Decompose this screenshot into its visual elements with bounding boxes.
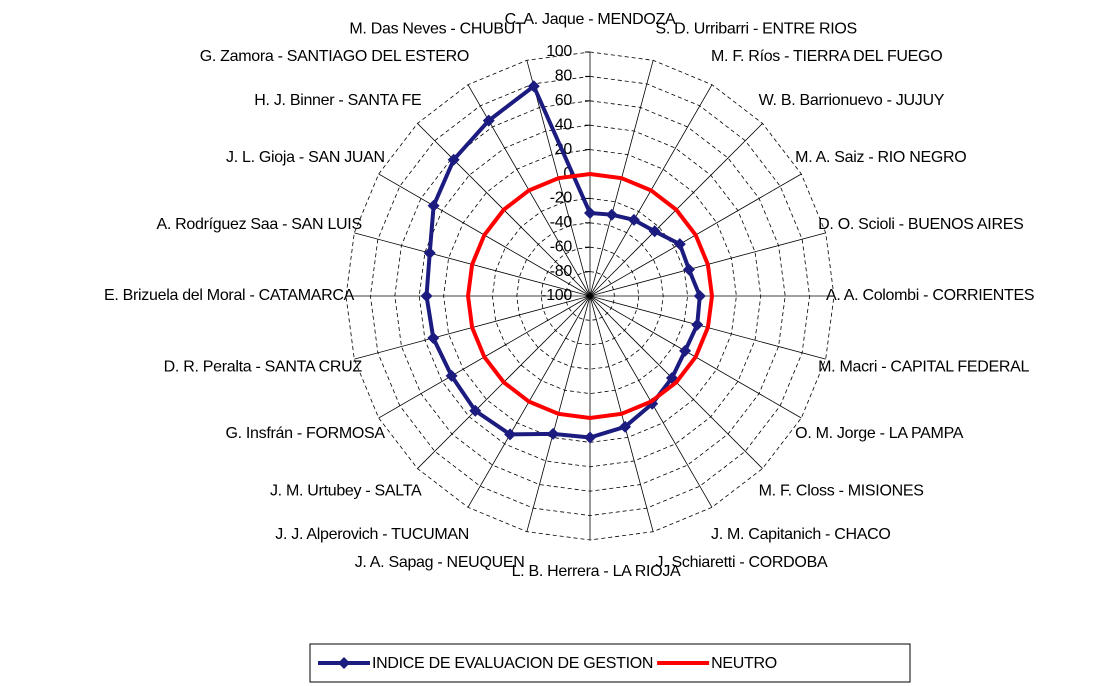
marker: [427, 331, 440, 344]
axis-tick-label: -100: [541, 287, 572, 304]
legend-label: INDICE DE EVALUACION DE GESTION: [372, 655, 653, 672]
marker: [619, 420, 632, 433]
category-label: J. M. Urtubey - SALTA: [270, 482, 422, 499]
marker: [584, 431, 596, 444]
axis-tick-label: 40: [555, 116, 573, 133]
marker: [504, 428, 517, 441]
category-label: A. Rodríguez Saa - SAN LUIS: [156, 216, 361, 233]
category-label: J. M. Capitanich - CHACO: [711, 526, 891, 543]
axis-tick-label: 60: [555, 92, 573, 109]
marker: [691, 318, 704, 331]
marker: [693, 290, 706, 302]
category-label: J. J. Alperovich - TUCUMAN: [275, 526, 469, 543]
legend-label: NEUTRO: [711, 655, 777, 672]
marker: [482, 114, 495, 127]
category-label: C. A. Jaque - MENDOZA: [505, 11, 676, 28]
series-line: [465, 171, 715, 421]
category-label: J. A. Sapag - NEUQUEN: [355, 554, 525, 571]
category-label: M. A. Saiz - RIO NEGRO: [795, 149, 966, 166]
category-label: H. J. Binner - SANTA FE: [254, 92, 421, 109]
marker: [648, 225, 661, 238]
marker: [445, 369, 458, 382]
marker: [605, 208, 618, 221]
category-label: D. R. Peralta - SANTA CRUZ: [164, 359, 363, 376]
category-label: E. Brizuela del Moral - CATAMARCA: [104, 287, 355, 304]
marker: [679, 344, 692, 357]
marker: [547, 427, 560, 440]
marker: [627, 213, 640, 226]
category-label: L. B. Herrera - LA RIOJA: [512, 563, 681, 580]
category-label: J. L. Gioja - SAN JUAN: [226, 149, 385, 166]
marker: [423, 247, 436, 260]
axis-tick-label: -20: [550, 190, 573, 207]
marker: [469, 404, 482, 417]
marker: [682, 263, 695, 276]
marker: [420, 290, 433, 302]
category-label: O. M. Jorge - LA PAMPA: [795, 425, 964, 442]
axis-tick-label: 0: [563, 165, 572, 182]
category-label: G. Insfrán - FORMOSA: [225, 425, 385, 442]
marker: [427, 199, 440, 212]
category-label: D. O. Scioli - BUENOS AIRES: [818, 216, 1023, 233]
category-label: A. A. Colombi - CORRIENTES: [826, 287, 1034, 304]
marker: [673, 238, 686, 251]
axis-tick-label: -80: [550, 263, 573, 280]
category-label: M. Das Neves - CHUBUT: [349, 21, 525, 38]
marker: [584, 207, 596, 220]
marker: [527, 80, 540, 93]
category-label: M. F. Closs - MISIONES: [759, 482, 924, 499]
axis-tick-label: 80: [555, 68, 573, 85]
category-label: M. F. Ríos - TIERRA DEL FUEGO: [711, 48, 942, 65]
axis-tick-label: -40: [550, 214, 573, 231]
axis-tick-label: 100: [546, 43, 572, 60]
category-label: J. Schiaretti - CORDOBA: [656, 554, 828, 571]
legend-marker: [338, 657, 350, 669]
category-label: S. D. Urribarri - ENTRE RIOS: [656, 21, 857, 38]
category-label: G. Zamora - SANTIAGO DEL ESTERO: [200, 48, 469, 65]
legend-box: [309, 643, 911, 683]
category-label: M. Macri - CAPITAL FEDERAL: [818, 359, 1029, 376]
marker: [447, 153, 460, 166]
axis-tick-label: -60: [550, 238, 573, 255]
category-label: W. B. Barrionuevo - JUJUY: [759, 92, 945, 109]
